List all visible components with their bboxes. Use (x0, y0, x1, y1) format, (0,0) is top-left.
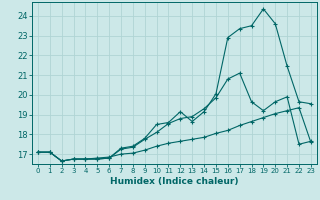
X-axis label: Humidex (Indice chaleur): Humidex (Indice chaleur) (110, 177, 239, 186)
